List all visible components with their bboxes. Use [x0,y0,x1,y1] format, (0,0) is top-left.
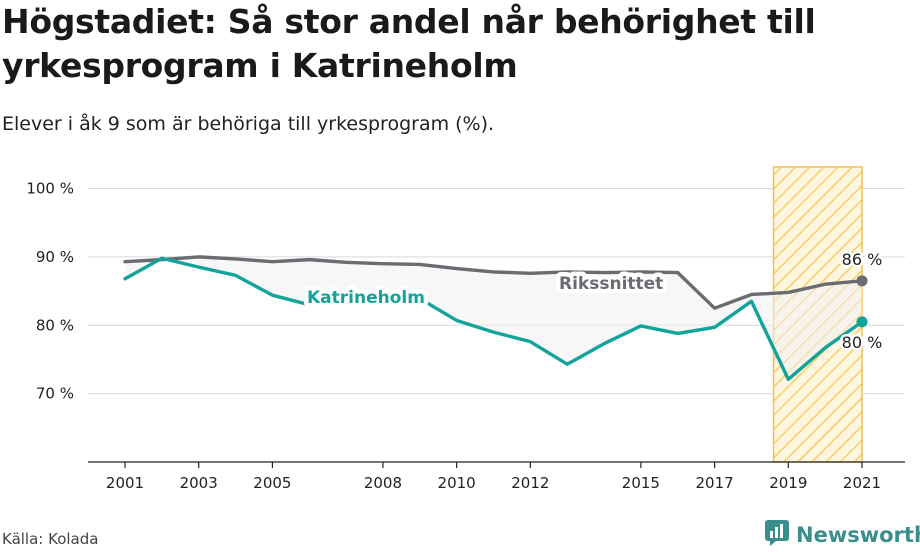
katrineholm-end-label-halo: 80 % [842,333,883,352]
x-tick-label: 2005 [253,474,291,492]
gap-fill-area [125,256,862,380]
y-tick-label: 80 % [36,316,74,334]
chart-subtitle: Elever i åk 9 som är behöriga till yrkes… [2,113,495,135]
x-tick-label: 2010 [438,474,476,492]
chart-labels: RikssnittetRikssnittetKatrineholmKatrine… [303,247,885,354]
riket-line [123,255,864,310]
riket-end-label-halo: 86 % [842,250,883,269]
katrineholm-end-label: 80 % [842,333,883,352]
riket-line-end-marker [856,275,868,287]
x-axis: 2001 2003 2005 2008 2010 2012 2015 2017 2019 2021 [88,461,905,492]
newsworthy-logo-icon [764,519,790,551]
x-tick-label: 2019 [769,474,807,492]
katrineholm-line [123,256,864,381]
riket-end-label: 86 % [842,250,883,269]
riket-series-label-halo: Rikssnittet [559,274,663,294]
x-tick-label: 2003 [180,474,218,492]
katrineholm-series-label: Katrineholm [307,288,425,308]
katrineholm-line-end-marker [856,316,868,328]
newsworthy-brand: Newsworthy [764,518,920,552]
y-tick-label: 100 % [26,180,74,198]
riket-series-label: Rikssnittet [559,274,663,294]
y-tick-label: 90 % [36,248,74,266]
x-tick-label: 2021 [843,474,881,492]
chart-title: Högstadiet: Så stor andel når behörighet… [2,2,816,85]
x-tick-label: 2001 [106,474,144,492]
brand-name: Newsworthy [796,523,920,547]
x-tick-label: 2015 [622,474,660,492]
x-tick-label: 2012 [511,474,549,492]
gap-area [125,256,862,380]
source-note: Källa: Kolada [2,530,99,548]
series-lines [123,255,868,381]
x-tick-label: 2017 [696,474,734,492]
katrineholm-series-label-halo: Katrineholm [307,288,425,308]
x-tick-label: 2008 [364,474,402,492]
y-tick-label: 70 % [36,385,74,403]
